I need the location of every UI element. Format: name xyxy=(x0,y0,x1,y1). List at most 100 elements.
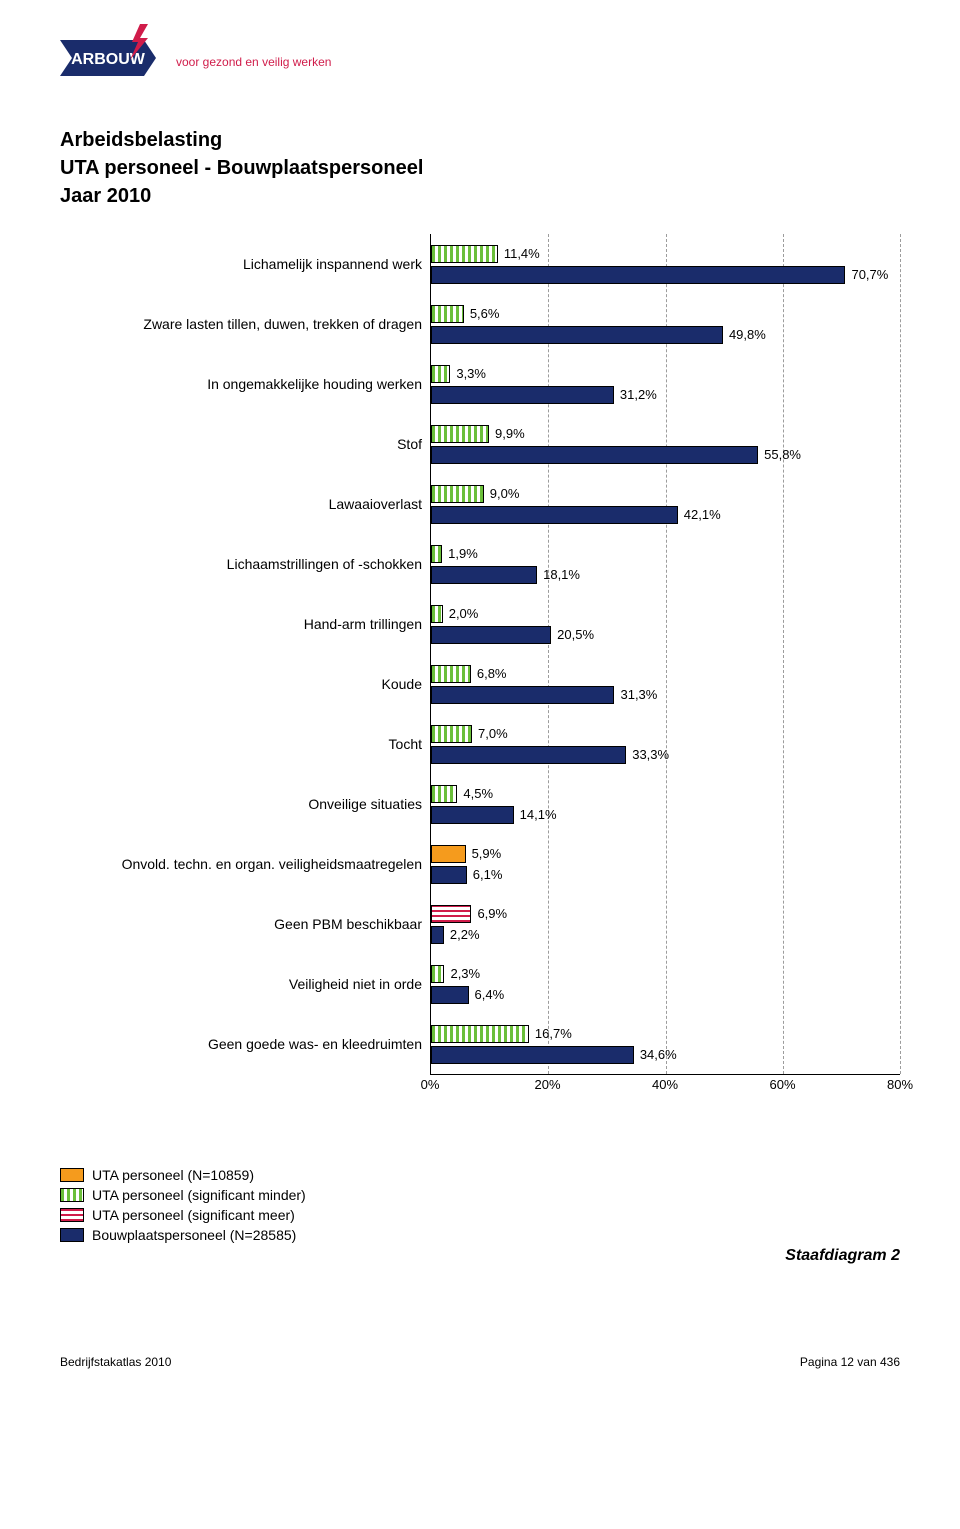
bar-value: 9,0% xyxy=(490,486,520,501)
figure-label: Staafdiagram 2 xyxy=(60,1247,900,1265)
bar-bouw xyxy=(431,686,614,704)
logo: ARBOUW xyxy=(60,30,156,86)
tagline: voor gezond en veilig werken xyxy=(176,55,331,69)
page: ARBOUW voor gezond en veilig werken Arbe… xyxy=(0,0,960,1389)
bar-group: 9,9%55,8% xyxy=(431,414,900,474)
category-label: Lichamelijk inspannend werk xyxy=(60,234,422,294)
bar-value: 5,6% xyxy=(470,306,500,321)
bar-value: 11,4% xyxy=(504,246,540,261)
bar-bouw xyxy=(431,986,469,1004)
bar-uta xyxy=(431,965,444,983)
title-line3: Jaar 2010 xyxy=(60,182,900,210)
header: ARBOUW voor gezond en veilig werken xyxy=(60,30,900,86)
bar-value: 33,3% xyxy=(632,747,669,762)
category-label: Zware lasten tillen, duwen, trekken of d… xyxy=(60,294,422,354)
bar-value: 4,5% xyxy=(463,786,493,801)
legend-label: Bouwplaatspersoneel (N=28585) xyxy=(92,1227,296,1243)
category-label: Lawaaioverlast xyxy=(60,474,422,534)
bar-bouw xyxy=(431,506,678,524)
bar-group: 5,6% 49,8% xyxy=(431,294,900,354)
bar-value: 18,1% xyxy=(543,567,580,582)
bar-value: 31,2% xyxy=(620,387,657,402)
legend-swatch xyxy=(60,1188,84,1202)
bar-group: 5,9%6,1% xyxy=(431,834,900,894)
legend-swatch xyxy=(60,1228,84,1242)
bar-value: 34,6% xyxy=(640,1047,677,1062)
x-tick: 20% xyxy=(534,1077,560,1092)
legend-item: UTA personeel (significant meer) xyxy=(60,1207,900,1223)
bar-value: 9,9% xyxy=(495,426,525,441)
bar-uta xyxy=(431,905,471,923)
bar-value: 31,3% xyxy=(620,687,657,702)
x-tick: 0% xyxy=(421,1077,440,1092)
bar-uta xyxy=(431,425,489,443)
bar-group: 9,0% 42,1% xyxy=(431,474,900,534)
bar-bouw xyxy=(431,326,723,344)
bar-value: 1,9% xyxy=(448,546,478,561)
bar-bouw xyxy=(431,746,626,764)
chart-title-block: Arbeidsbelasting UTA personeel - Bouwpla… xyxy=(60,126,900,210)
bar-value: 20,5% xyxy=(557,627,594,642)
bar-uta xyxy=(431,665,471,683)
category-labels: Lichamelijk inspannend werkZware lasten … xyxy=(60,234,430,1075)
x-axis-ticks: 0%20%40%60%80% xyxy=(430,1075,900,1097)
category-label: Geen PBM beschikbaar xyxy=(60,894,422,954)
bar-value: 2,2% xyxy=(450,927,480,942)
bar-uta xyxy=(431,1025,529,1043)
bar-group: 7,0% 33,3% xyxy=(431,714,900,774)
category-label: Hand-arm trillingen xyxy=(60,594,422,654)
bar-value: 6,9% xyxy=(477,906,507,921)
chart: Lichamelijk inspannend werkZware lasten … xyxy=(60,234,900,1097)
bar-uta xyxy=(431,605,443,623)
bar-uta xyxy=(431,545,442,563)
bar-group: 16,7% 34,6% xyxy=(431,1014,900,1074)
bar-value: 2,0% xyxy=(449,606,479,621)
bar-value: 6,8% xyxy=(477,666,507,681)
footer-left: Bedrijfstakatlas 2010 xyxy=(60,1355,171,1369)
bar-uta xyxy=(431,245,498,263)
bar-value: 7,0% xyxy=(478,726,508,741)
bar-group: 2,0% 20,5% xyxy=(431,594,900,654)
bar-value: 5,9% xyxy=(472,846,502,861)
bar-value: 70,7% xyxy=(851,267,888,282)
bar-uta xyxy=(431,485,484,503)
category-label: Lichaamstrillingen of -schokken xyxy=(60,534,422,594)
bar-uta xyxy=(431,365,450,383)
bar-bouw xyxy=(431,1046,634,1064)
bar-value: 42,1% xyxy=(684,507,721,522)
bar-bouw xyxy=(431,446,758,464)
bar-group: 6,9% 2,2% xyxy=(431,894,900,954)
category-label: Koude xyxy=(60,654,422,714)
bar-value: 49,8% xyxy=(729,327,766,342)
bar-groups: 11,4%70,7%5,6%49,8%3,3%31,2%9,9%55,8%9,0… xyxy=(431,234,900,1074)
bar-bouw xyxy=(431,386,614,404)
category-label: Onveilige situaties xyxy=(60,774,422,834)
category-label: Stof xyxy=(60,414,422,474)
legend-item: UTA personeel (N=10859) xyxy=(60,1167,900,1183)
gridline xyxy=(900,234,901,1074)
legend-item: Bouwplaatspersoneel (N=28585) xyxy=(60,1227,900,1243)
bar-group: 3,3% 31,2% xyxy=(431,354,900,414)
category-label: Onvold. techn. en organ. veiligheidsmaat… xyxy=(60,834,422,894)
bar-group: 6,8% 31,3% xyxy=(431,654,900,714)
bar-group: 1,9% 18,1% xyxy=(431,534,900,594)
bar-group: 2,3% 6,4% xyxy=(431,954,900,1014)
bar-group: 4,5%14,1% xyxy=(431,774,900,834)
footer-right: Pagina 12 van 436 xyxy=(800,1355,900,1369)
bar-bouw xyxy=(431,566,537,584)
bar-bouw xyxy=(431,866,467,884)
legend-label: UTA personeel (significant minder) xyxy=(92,1187,306,1203)
x-tick: 60% xyxy=(769,1077,795,1092)
bar-value: 2,3% xyxy=(450,966,480,981)
bar-uta xyxy=(431,725,472,743)
category-label: In ongemakkelijke houding werken xyxy=(60,354,422,414)
plot-area: 11,4%70,7%5,6%49,8%3,3%31,2%9,9%55,8%9,0… xyxy=(430,234,900,1075)
bar-value: 6,4% xyxy=(475,987,505,1002)
bar-value: 16,7% xyxy=(535,1026,572,1041)
title-line1: Arbeidsbelasting xyxy=(60,126,900,154)
bar-bouw xyxy=(431,806,514,824)
title-line2: UTA personeel - Bouwplaatspersoneel xyxy=(60,154,900,182)
bar-value: 3,3% xyxy=(456,366,486,381)
x-tick: 40% xyxy=(652,1077,678,1092)
category-label: Geen goede was- en kleedruimten xyxy=(60,1014,422,1074)
